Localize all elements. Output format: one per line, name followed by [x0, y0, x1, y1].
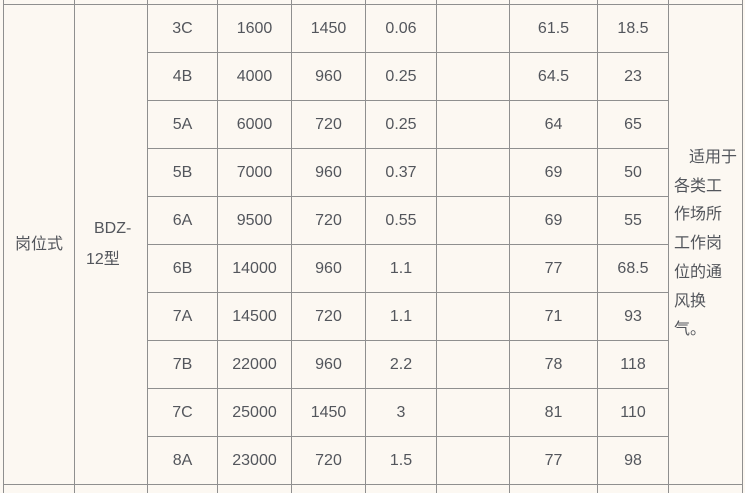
- model-code-cell: 7B: [147, 340, 218, 389]
- model-code-cell: 5A: [147, 100, 218, 149]
- table-row: 7A 14500 720 1.1 71 93: [4, 292, 743, 341]
- empty-cell: [436, 148, 510, 197]
- partial-cell: [436, 484, 510, 493]
- value-cell: 1.5: [365, 436, 437, 485]
- partial-row-bottom: [3, 484, 743, 493]
- value-cell: 1450: [291, 4, 366, 53]
- value-cell: 9500: [217, 196, 292, 245]
- empty-cell: [436, 244, 510, 293]
- value-cell: 110: [597, 388, 669, 437]
- table-row: 7C 25000 1450 3 81 110: [4, 388, 743, 437]
- value-cell: 0.25: [365, 100, 437, 149]
- value-cell: 69: [509, 196, 598, 245]
- value-cell: 68.5: [597, 244, 669, 293]
- table-row: 6A 9500 720 0.55 69 55: [4, 196, 743, 245]
- value-cell: 0.37: [365, 148, 437, 197]
- partial-cell: [597, 484, 669, 493]
- value-cell: 1450: [291, 388, 366, 437]
- model-code-cell: 7A: [147, 292, 218, 341]
- value-cell: 4000: [217, 52, 292, 101]
- empty-cell: [436, 52, 510, 101]
- partial-cell: [291, 484, 366, 493]
- value-cell: 50: [597, 148, 669, 197]
- empty-cell: [436, 340, 510, 389]
- model-code-cell: 6B: [147, 244, 218, 293]
- partial-cell: [3, 484, 75, 493]
- partial-cell: [509, 484, 598, 493]
- empty-cell: [436, 388, 510, 437]
- value-cell: 1600: [217, 4, 292, 53]
- value-cell: 64: [509, 100, 598, 149]
- model-code-cell: 4B: [147, 52, 218, 101]
- value-cell: 71: [509, 292, 598, 341]
- table-row: 8A 23000 720 1.5 77 98: [4, 436, 743, 485]
- value-cell: 960: [291, 244, 366, 293]
- value-cell: 960: [291, 148, 366, 197]
- value-cell: 22000: [217, 340, 292, 389]
- model-label-cell: BDZ-12型: [74, 4, 148, 485]
- value-cell: 77: [509, 244, 598, 293]
- value-cell: 118: [597, 340, 669, 389]
- value-cell: 14500: [217, 292, 292, 341]
- value-cell: 61.5: [509, 4, 598, 53]
- value-cell: 1.1: [365, 244, 437, 293]
- value-cell: 23: [597, 52, 669, 101]
- value-cell: 65: [597, 100, 669, 149]
- value-cell: 0.55: [365, 196, 437, 245]
- empty-cell: [436, 436, 510, 485]
- value-cell: 55: [597, 196, 669, 245]
- empty-cell: [436, 292, 510, 341]
- value-cell: 77: [509, 436, 598, 485]
- table-row: 7B 22000 960 2.2 78 118: [4, 340, 743, 389]
- group-label-cell: 岗位式: [3, 4, 75, 485]
- table-row: 岗位式 BDZ-12型 3C 1600 1450 0.06 61.5 18.5 适用于各类工作场…: [3, 4, 743, 485]
- value-cell: 960: [291, 52, 366, 101]
- partial-cell: [147, 484, 218, 493]
- value-cell: 3: [365, 388, 437, 437]
- value-cell: 720: [291, 100, 366, 149]
- value-cell: 98: [597, 436, 669, 485]
- value-cell: 23000: [217, 436, 292, 485]
- table-row: 6B 14000 960 1.1 77 68.5: [4, 244, 743, 293]
- partial-cell: [668, 484, 743, 493]
- value-cell: 2.2: [365, 340, 437, 389]
- value-cell: 78: [509, 340, 598, 389]
- partial-cell: [217, 484, 292, 493]
- value-cell: 25000: [217, 388, 292, 437]
- model-code-cell: 7C: [147, 388, 218, 437]
- description-cell: 适用于各类工作场所工作岗位的通风换气。: [668, 4, 743, 485]
- value-cell: 0.06: [365, 4, 437, 53]
- value-cell: 960: [291, 340, 366, 389]
- model-code-cell: 6A: [147, 196, 218, 245]
- value-cell: 93: [597, 292, 669, 341]
- model-code-cell: 8A: [147, 436, 218, 485]
- partial-cell: [74, 484, 148, 493]
- model-code-cell: 3C: [147, 4, 218, 53]
- partial-cell: [365, 484, 437, 493]
- table-row: 4B 4000 960 0.25 64.5 23: [4, 52, 743, 101]
- value-cell: 6000: [217, 100, 292, 149]
- value-cell: 14000: [217, 244, 292, 293]
- empty-cell: [436, 196, 510, 245]
- value-cell: 720: [291, 436, 366, 485]
- model-code-cell: 5B: [147, 148, 218, 197]
- value-cell: 18.5: [597, 4, 669, 53]
- value-cell: 0.25: [365, 52, 437, 101]
- value-cell: 69: [509, 148, 598, 197]
- empty-cell: [436, 100, 510, 149]
- value-cell: 720: [291, 196, 366, 245]
- value-cell: 7000: [217, 148, 292, 197]
- value-cell: 81: [509, 388, 598, 437]
- empty-cell: [436, 4, 510, 53]
- spec-table-body: 岗位式 BDZ-12型 3C 1600 1450 0.06 61.5 18.5 适用于各类工作场…: [3, 0, 743, 493]
- value-cell: 720: [291, 292, 366, 341]
- value-cell: 64.5: [509, 52, 598, 101]
- value-cell: 1.1: [365, 292, 437, 341]
- spec-table: 岗位式 BDZ-12型 3C 1600 1450 0.06 61.5 18.5 适用于各类工作场…: [3, 0, 743, 493]
- table-row: 5A 6000 720 0.25 64 65: [4, 100, 743, 149]
